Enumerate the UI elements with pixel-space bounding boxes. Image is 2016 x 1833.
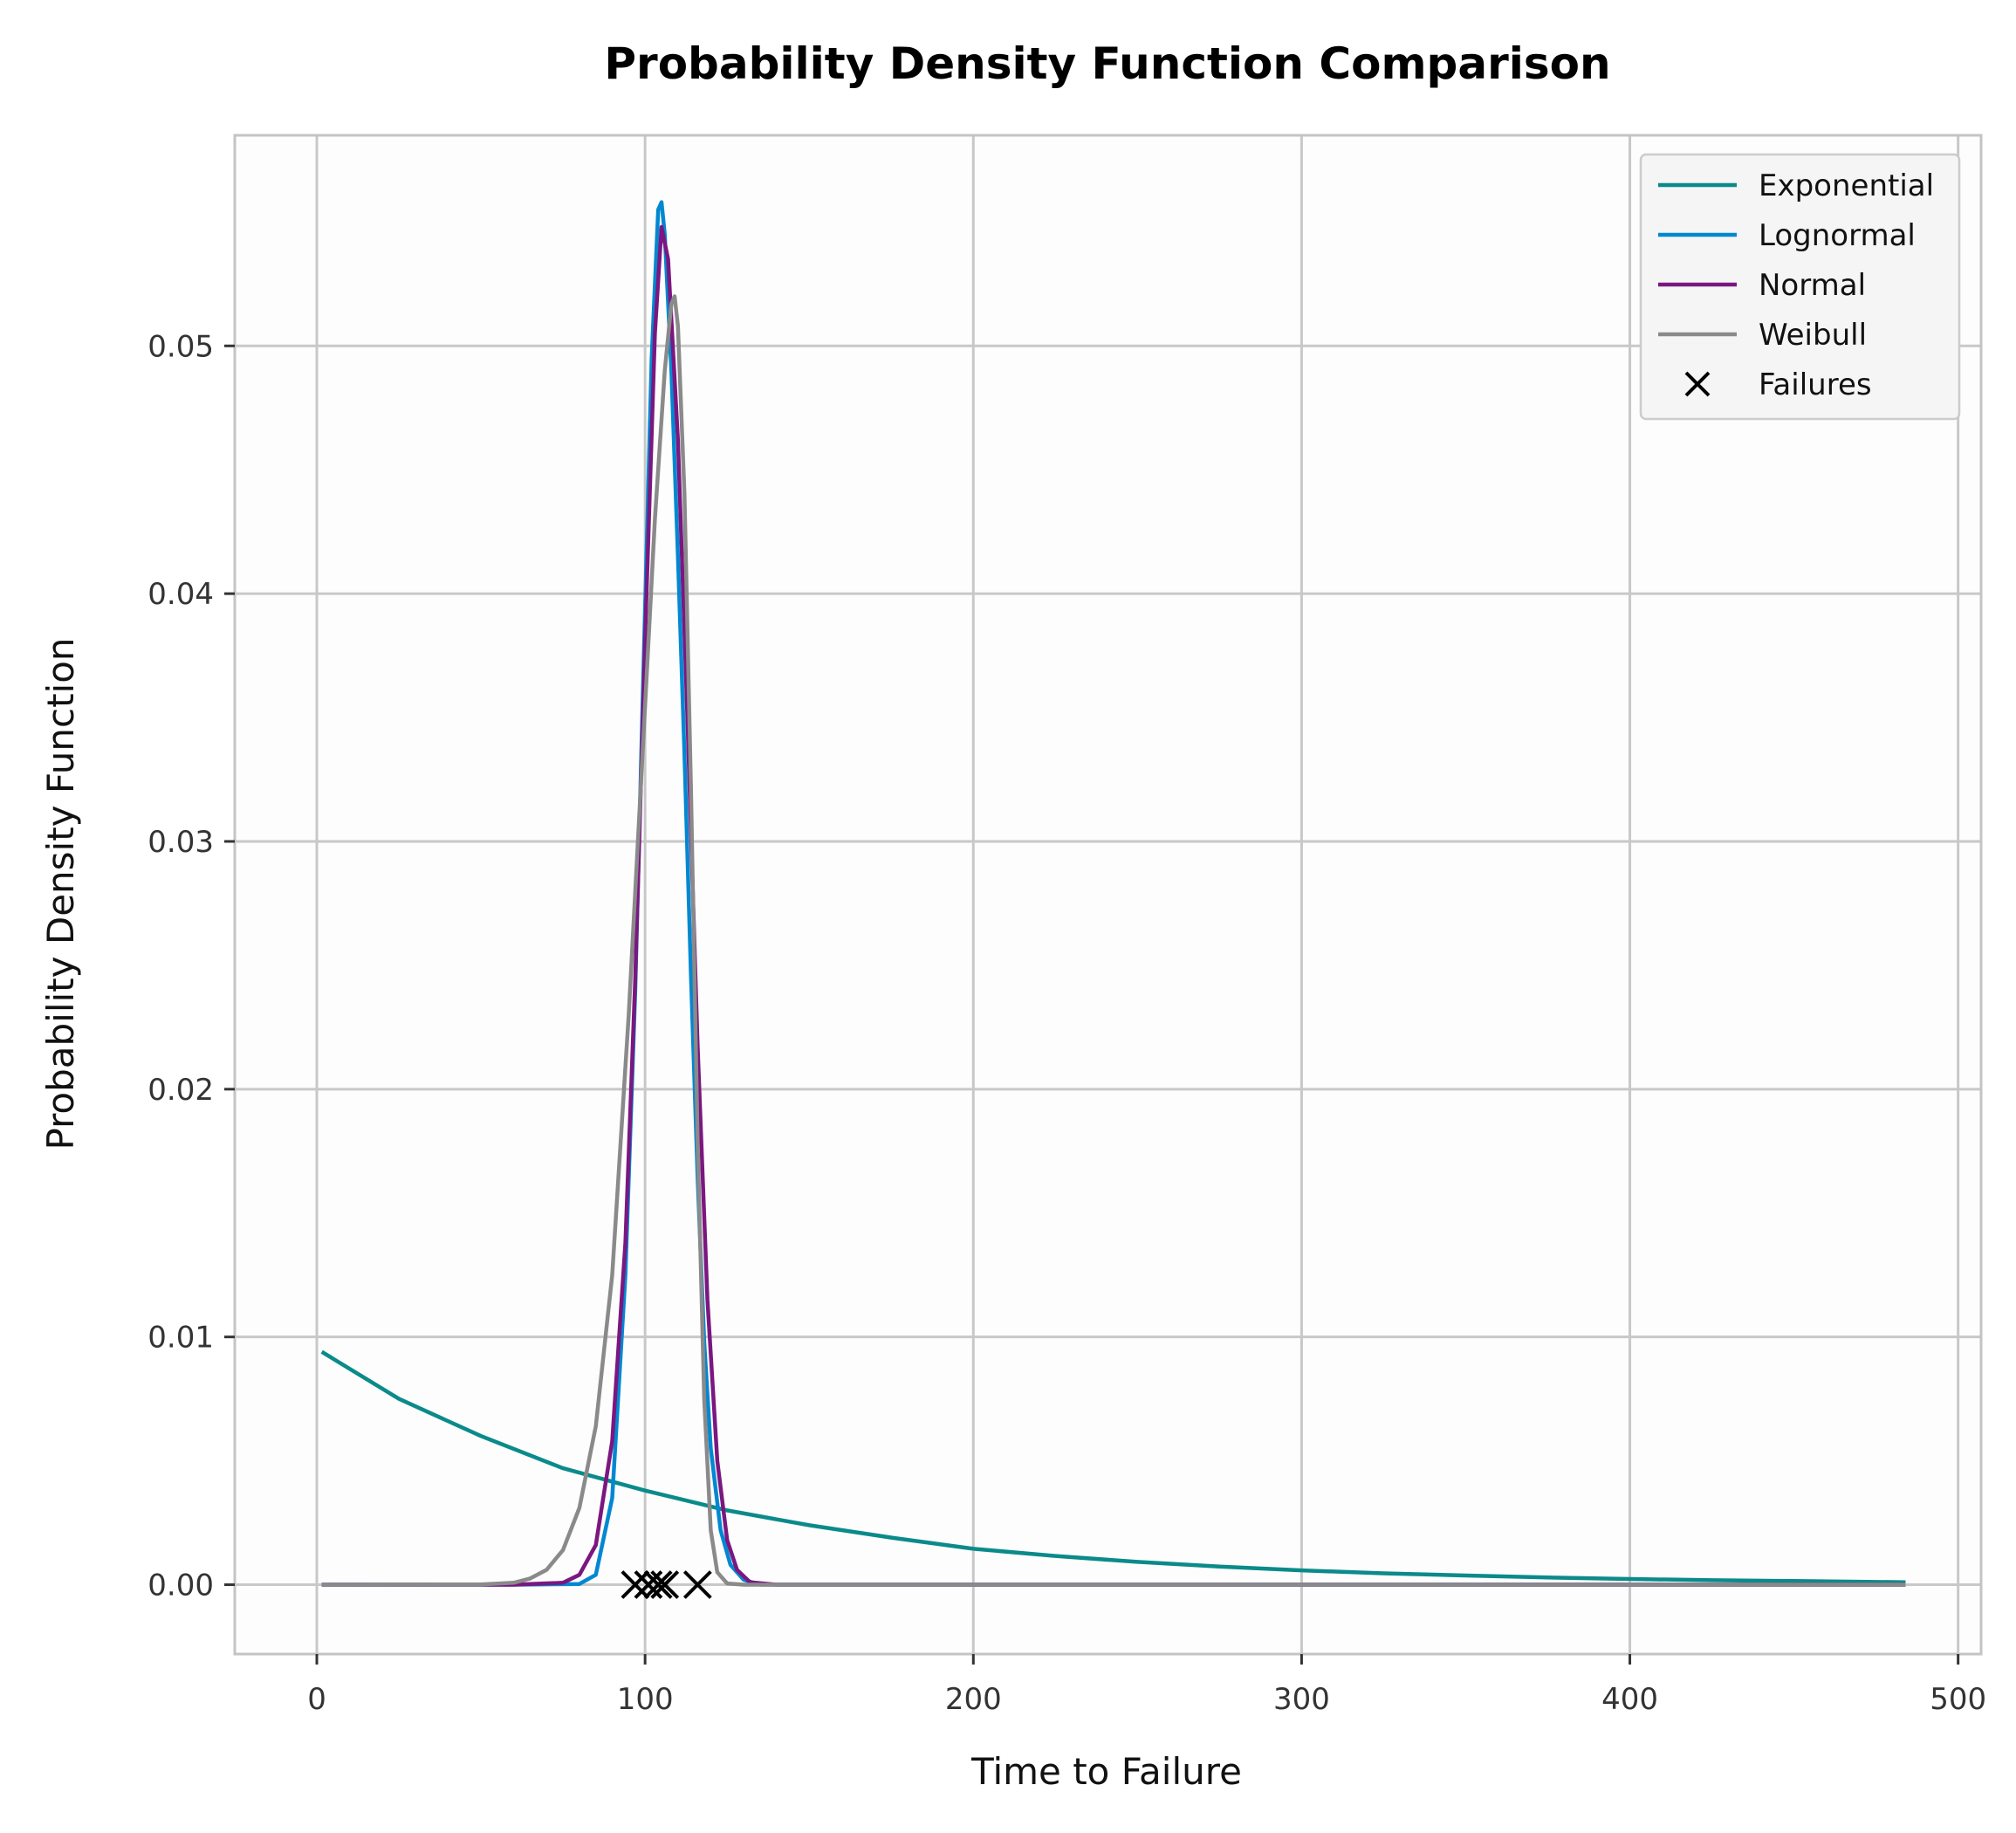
weibull-line <box>321 294 1906 1587</box>
plot-frame <box>233 134 1983 1656</box>
x-axis-label: Time to Failure <box>970 1750 1242 1793</box>
failure-marker <box>650 1570 680 1599</box>
y-axis-label: Probability Density Function <box>39 637 82 1150</box>
y-axis-ticks: 0.00 0.01 0.02 0.03 0.04 0.05 <box>147 329 235 1603</box>
x-tick-label: 0 <box>307 1682 326 1717</box>
chart-title: Probability Density Function Comparison <box>604 38 1610 89</box>
x-tick-label: 200 <box>945 1682 1002 1717</box>
failure-marker <box>682 1570 712 1599</box>
y-tick-label: 0.02 <box>147 1073 214 1108</box>
normal-line <box>321 224 1906 1587</box>
failure-marker <box>621 1570 650 1599</box>
x-tick-label: 100 <box>617 1682 674 1717</box>
legend-label-failures: Failures <box>1759 367 1872 402</box>
legend-label-lognormal: Lognormal <box>1759 218 1916 253</box>
legend: Exponential Lognormal Normal Weibull Failure… <box>1639 153 1961 421</box>
y-tick-label: 0.05 <box>147 329 214 364</box>
exponential-line <box>320 1349 1906 1584</box>
legend-label-exponential: Exponential <box>1759 168 1934 203</box>
legend-label-normal: Normal <box>1759 268 1866 303</box>
legend-label-weibull: Weibull <box>1759 318 1867 353</box>
x-tick-label: 300 <box>1273 1682 1330 1717</box>
grid-lines <box>235 135 1981 1654</box>
x-axis-ticks: 0 100 200 300 400 500 <box>307 1654 1986 1717</box>
x-tick-label: 400 <box>1601 1682 1658 1717</box>
x-tick-label: 500 <box>1930 1682 1986 1717</box>
y-tick-label: 0.00 <box>147 1569 214 1603</box>
lognormal-line <box>321 200 1906 1587</box>
series-lines <box>320 200 1906 1587</box>
legend-swatch-failures <box>1684 371 1711 397</box>
y-tick-label: 0.01 <box>147 1321 214 1356</box>
failure-markers <box>621 1570 712 1599</box>
y-tick-label: 0.03 <box>147 825 214 860</box>
legend-box <box>1639 153 1961 421</box>
failure-marker <box>643 1570 673 1599</box>
y-tick-label: 0.04 <box>147 577 214 612</box>
